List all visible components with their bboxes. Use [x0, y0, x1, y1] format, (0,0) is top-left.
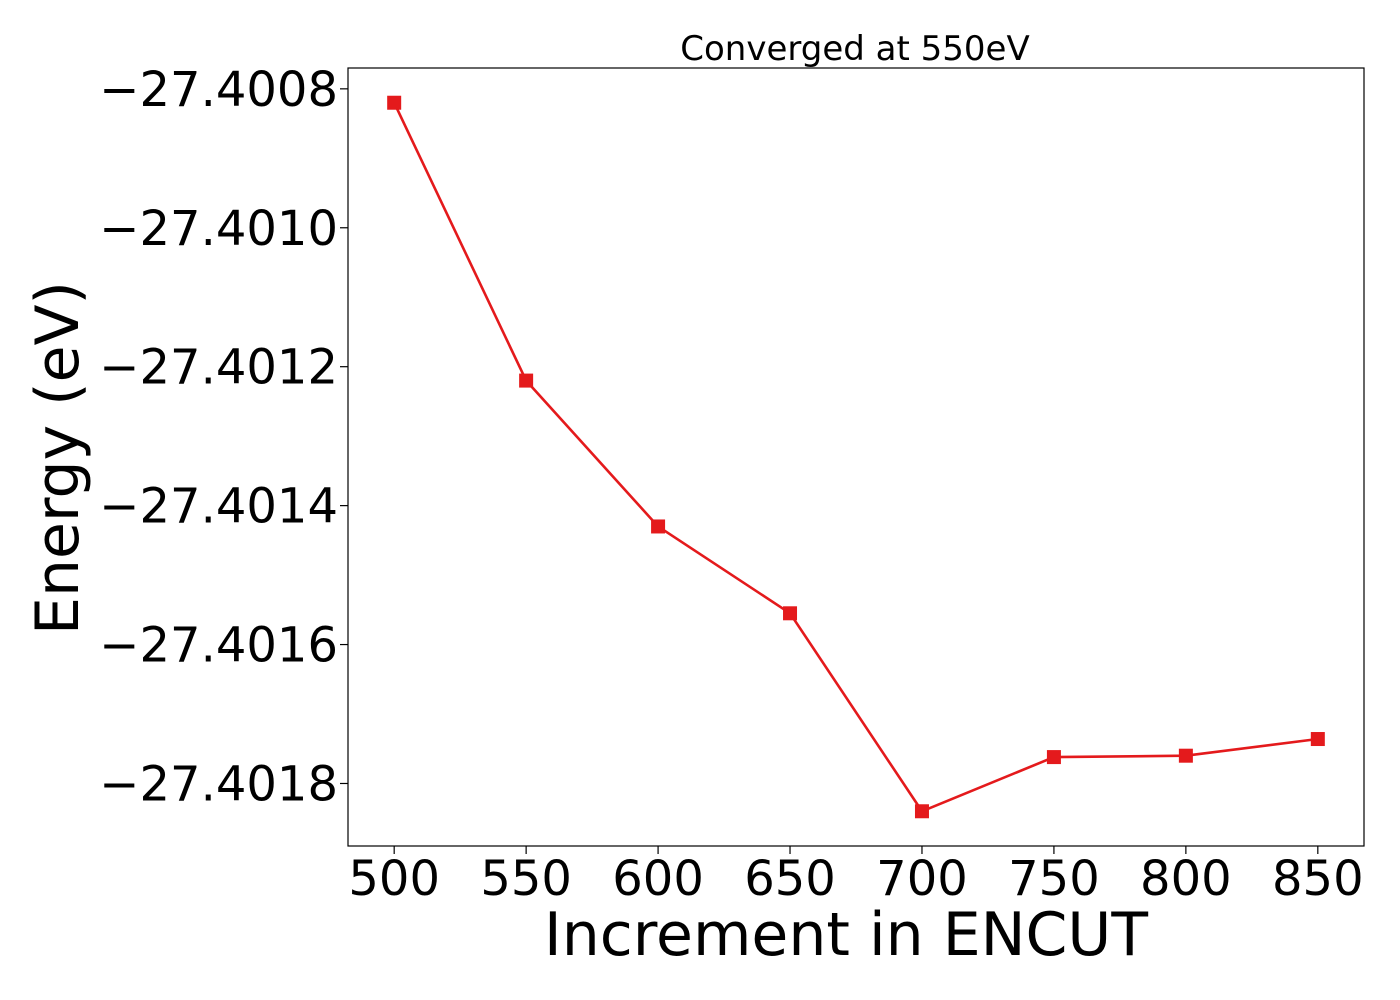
- x-tick-label: 700: [876, 851, 968, 907]
- y-tick-label: −27.4008: [99, 62, 338, 118]
- data-point-marker: [1047, 750, 1061, 764]
- data-point-marker: [915, 804, 929, 818]
- x-tick-label: 500: [348, 851, 440, 907]
- y-axis-title: Energy (eV): [23, 281, 93, 635]
- data-point-marker: [519, 374, 533, 388]
- y-tick-label: −27.4014: [99, 479, 338, 535]
- x-tick-label: 750: [1008, 851, 1100, 907]
- x-tick-label: 600: [612, 851, 704, 907]
- x-tick-label: 850: [1272, 851, 1364, 907]
- y-tick-label: −27.4018: [99, 756, 338, 812]
- y-tick-label: −27.4012: [99, 340, 338, 396]
- data-point-marker: [387, 96, 401, 110]
- x-tick-label: 650: [744, 851, 836, 907]
- x-tick-label: 800: [1140, 851, 1232, 907]
- y-tick-label: −27.4016: [99, 618, 338, 674]
- data-point-marker: [783, 606, 797, 620]
- x-tick-label: 550: [480, 851, 572, 907]
- data-point-marker: [1179, 749, 1193, 763]
- data-point-marker: [651, 519, 665, 533]
- y-tick-label: −27.4010: [99, 201, 338, 257]
- x-axis-title: Increment in ENCUT: [544, 900, 1148, 970]
- data-point-marker: [1311, 732, 1325, 746]
- chart-title: Converged at 550eV: [680, 29, 1029, 69]
